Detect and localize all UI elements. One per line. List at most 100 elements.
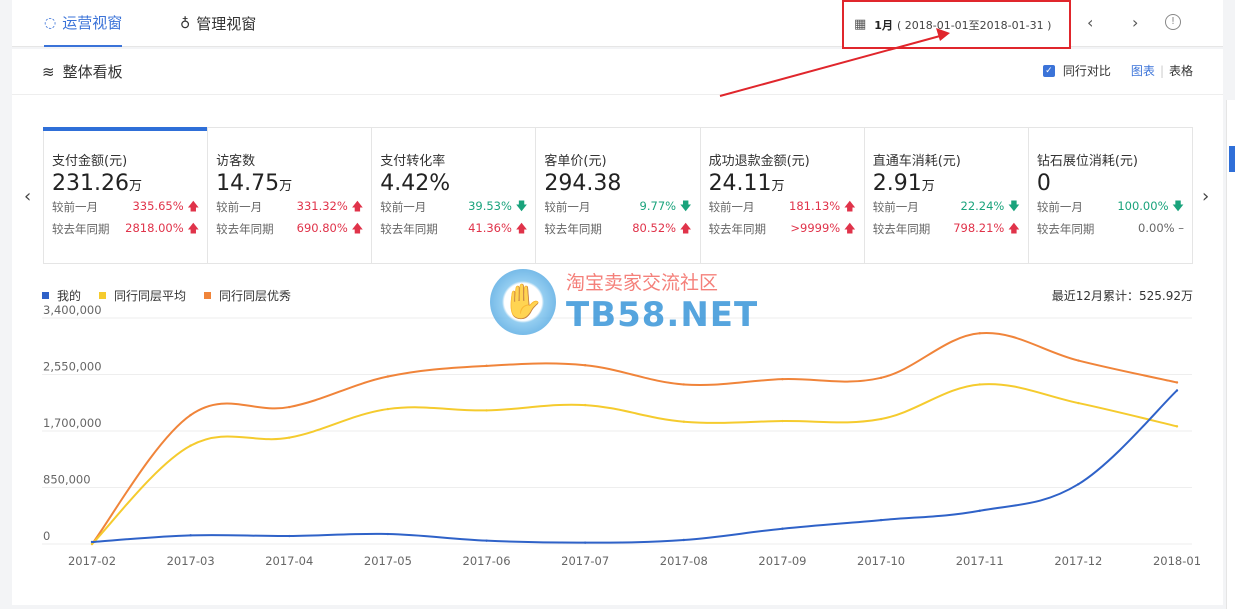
compare-value: 9.77% 🡇 <box>640 199 692 218</box>
x-tick-label: 2017-09 <box>758 554 806 568</box>
compare-value: 39.53% 🡇 <box>468 199 527 218</box>
trend-down-icon: 🡇 <box>515 199 528 213</box>
data-point[interactable] <box>879 376 883 380</box>
tab-management[interactable]: ♁ 管理视窗 <box>180 0 256 47</box>
data-point[interactable] <box>189 413 192 417</box>
metric-value-number: 14.75 <box>216 171 280 196</box>
data-point[interactable] <box>189 534 192 537</box>
data-point[interactable] <box>386 532 390 536</box>
series-line[interactable] <box>91 383 1178 545</box>
metric-value: 24.11万 <box>709 171 864 196</box>
data-point[interactable] <box>1175 389 1179 392</box>
compare-label: 较前一月 <box>216 200 263 214</box>
legend-label: 同行同层优秀 <box>219 289 292 303</box>
data-point[interactable] <box>781 419 784 423</box>
metric-card[interactable]: 直通车消耗(元) 2.91万 较前一月 22.24% 🡇 较去年同期 798.2… <box>865 128 1029 263</box>
tab-operations[interactable]: ◌ 运营视窗 <box>44 0 123 47</box>
data-point[interactable] <box>1175 381 1179 384</box>
series-line[interactable] <box>91 389 1178 544</box>
data-point[interactable] <box>485 539 488 542</box>
data-point[interactable] <box>1175 425 1179 428</box>
data-point[interactable] <box>879 518 883 522</box>
info-icon[interactable]: ! <box>1165 14 1181 30</box>
metric-card[interactable]: 访客数 14.75万 较前一月 331.32% 🡅 较去年同期 690.80% … <box>208 128 373 263</box>
data-point[interactable] <box>288 534 291 538</box>
data-point[interactable] <box>978 509 981 512</box>
compare-label: 较前一月 <box>1036 200 1083 214</box>
metric-card[interactable]: 钻石展位消耗(元) 0 较前一月 100.00% 🡇 较去年同期 0.00% – <box>1029 128 1192 263</box>
next-month-button[interactable]: › <box>1132 13 1139 32</box>
y-tick-label: 1,700,000 <box>43 416 102 430</box>
compare-value: 80.52% 🡅 <box>632 221 691 240</box>
compare-row-month: 较前一月 335.65% 🡅 <box>52 199 207 218</box>
compare-value: 690.80% 🡅 <box>297 221 364 240</box>
view-table-link[interactable]: 表格 <box>1168 64 1193 78</box>
data-point[interactable] <box>288 405 291 409</box>
cards-next-button[interactable]: › <box>1202 186 1210 207</box>
tab-management-label: 管理视窗 <box>196 15 257 33</box>
legend-item[interactable]: 同行同层平均 <box>99 287 186 304</box>
view-chart-link[interactable]: 图表 <box>1130 64 1155 78</box>
metric-unit: 万 <box>279 179 293 194</box>
data-point[interactable] <box>978 332 981 335</box>
data-point[interactable] <box>485 409 488 412</box>
data-point[interactable] <box>386 375 390 378</box>
legend-item[interactable]: 同行同层优秀 <box>204 287 291 304</box>
x-tick-label: 2017-08 <box>660 554 708 568</box>
series-line[interactable] <box>91 332 1178 545</box>
compare-label: 较前一月 <box>872 200 919 214</box>
metric-value-number: 24.11 <box>708 171 772 196</box>
compare-checkbox[interactable]: ✓ <box>1042 64 1055 77</box>
compare-row-year: 较去年同期 80.52% 🡅 <box>544 221 699 240</box>
data-point[interactable] <box>781 527 784 530</box>
trend-up-icon: 🡅 <box>187 199 200 213</box>
data-point[interactable] <box>879 417 883 421</box>
metric-value: 294.38 <box>544 171 699 196</box>
compare-row-year: 较去年同期 690.80% 🡅 <box>216 221 371 240</box>
data-point[interactable] <box>90 542 94 546</box>
view-divider: | <box>1159 63 1164 78</box>
trend-down-icon: 🡇 <box>679 199 692 213</box>
compare-label: 较去年同期 <box>380 222 438 236</box>
data-point[interactable] <box>781 377 784 381</box>
metric-card[interactable]: 支付转化率 4.42% 较前一月 39.53% 🡇 较去年同期 41.36% 🡅 <box>372 128 537 263</box>
compare-value: 100.00% 🡇 <box>1117 199 1184 218</box>
data-point[interactable] <box>90 540 94 544</box>
metric-card[interactable]: 成功退款金额(元) 24.11万 较前一月 181.13% 🡅 较去年同期 >9… <box>701 128 865 263</box>
compare-percent: 9.77% <box>639 199 677 213</box>
x-tick-label: 2017-03 <box>167 554 215 568</box>
metric-card[interactable]: 客单价(元) 294.38 较前一月 9.77% 🡇 较去年同期 80.52% … <box>536 128 701 263</box>
compare-label: 较前一月 <box>544 200 591 214</box>
metric-value: 0 <box>1037 171 1192 196</box>
trend-down-icon: 🡇 <box>1172 199 1184 213</box>
data-point[interactable] <box>189 444 192 447</box>
x-tick-label: 2017-02 <box>68 554 116 568</box>
data-point[interactable] <box>485 364 488 368</box>
data-point[interactable] <box>583 541 587 544</box>
data-point[interactable] <box>682 538 686 542</box>
data-point[interactable] <box>1077 401 1080 405</box>
legend-item[interactable]: 我的 <box>42 287 81 304</box>
data-point[interactable] <box>1077 482 1080 486</box>
data-point[interactable] <box>288 436 291 439</box>
metric-label: 访客数 <box>216 154 256 169</box>
date-range-picker[interactable]: ▦ 1月 ( 2018-01-01至2018-01-31 ) <box>842 0 1071 49</box>
data-point[interactable] <box>386 407 390 411</box>
cards-prev-button[interactable]: ‹ <box>24 186 32 207</box>
data-point[interactable] <box>1077 359 1080 362</box>
compare-percent: >9999% <box>790 221 841 235</box>
metric-unit: 万 <box>128 179 142 194</box>
compare-row-year: 较去年同期 798.21% 🡅 <box>873 221 1028 240</box>
data-point[interactable] <box>682 383 686 386</box>
compare-percent: 331.32% <box>296 199 348 213</box>
side-scroll-strip[interactable] <box>1226 100 1235 609</box>
data-point[interactable] <box>682 420 686 423</box>
compare-percent: 22.24% <box>960 199 1005 213</box>
trend-up-icon: 🡅 <box>843 199 856 213</box>
y-tick-label: 3,400,000 <box>43 304 102 317</box>
metric-card[interactable]: 支付金额(元) 231.26万 较前一月 335.65% 🡅 较去年同期 281… <box>42 127 209 263</box>
data-point[interactable] <box>583 363 587 367</box>
data-point[interactable] <box>978 383 981 386</box>
prev-month-button[interactable]: ‹ <box>1087 13 1094 32</box>
data-point[interactable] <box>583 403 587 407</box>
